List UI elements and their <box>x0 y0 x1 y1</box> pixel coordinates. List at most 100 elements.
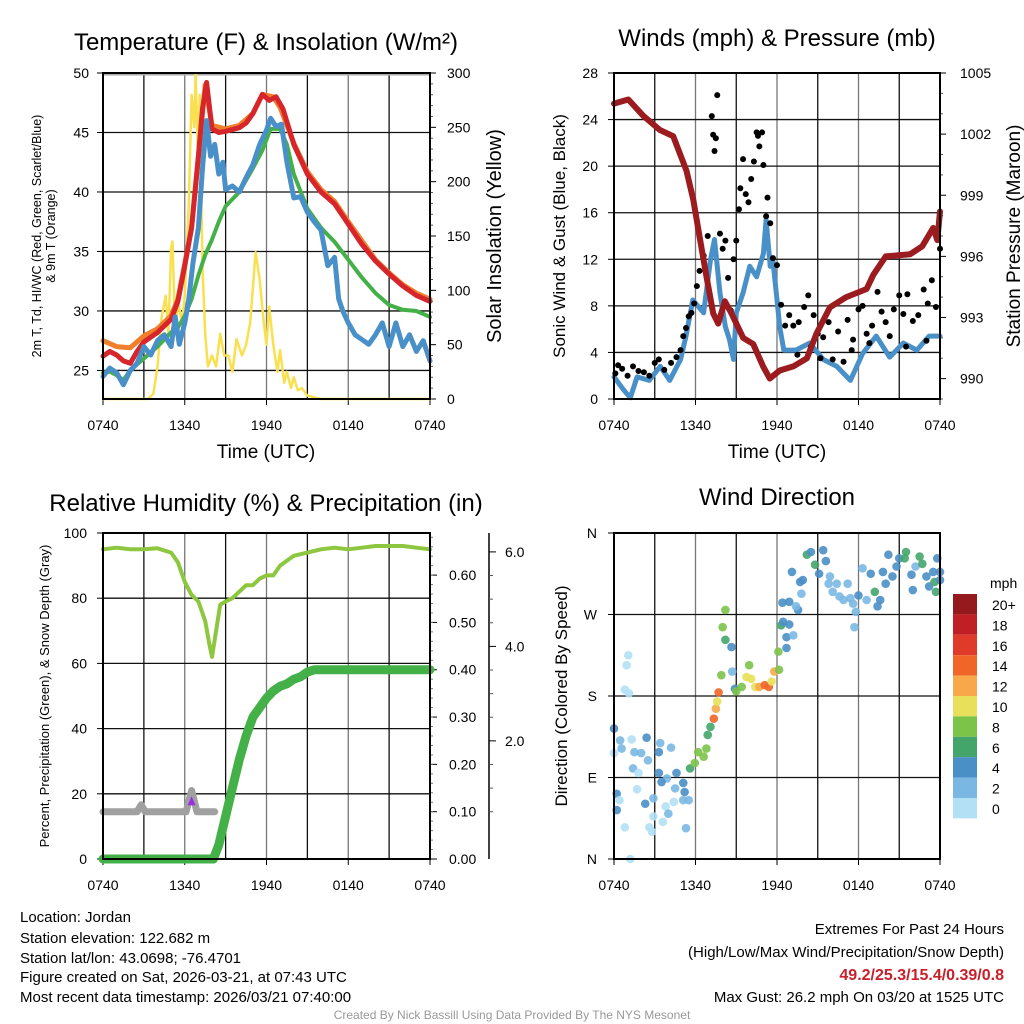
gust-point <box>923 337 930 344</box>
sonic-wind-line <box>611 217 943 401</box>
x-tick-label: 1940 <box>251 877 282 893</box>
gust-point <box>855 306 862 313</box>
series-line-hi-wc <box>100 115 433 388</box>
gust-point <box>711 148 718 155</box>
wind-direction-point <box>649 794 658 803</box>
legend-label: 2 <box>992 781 1000 797</box>
wind-direction-title: Wind Direction <box>699 484 855 511</box>
gust-point <box>708 113 715 120</box>
plot-border <box>102 532 431 860</box>
wind-direction-point <box>778 598 787 608</box>
wind-direction-point <box>622 660 631 670</box>
y2-tick-label: 300 <box>447 65 471 81</box>
temperature-plot: 0740 1340 1940 0140 0740 25 30 35 40 45 50 0 50 100 15… <box>73 65 470 433</box>
wind-direction-point <box>839 595 848 605</box>
wind-direction-point <box>900 554 909 563</box>
snow-depth-line <box>99 787 219 816</box>
plot-border <box>613 72 941 400</box>
wind-direction-point <box>615 736 625 745</box>
wind-direction-point <box>657 777 666 787</box>
gust-point <box>735 206 742 213</box>
wind-direction-point <box>797 589 806 598</box>
wind-direction-point <box>727 642 736 652</box>
gust-point <box>778 301 785 308</box>
gust-point <box>928 277 935 284</box>
gust-point <box>795 319 802 326</box>
wind-direction-point <box>647 827 657 837</box>
x-tick-label: 0740 <box>414 417 445 433</box>
wind-direction-point <box>931 587 941 597</box>
wind-direction-point <box>672 768 681 778</box>
insolation-ylabel: Solar Insolation (Yellow) <box>484 129 506 343</box>
x-tick-label: 1940 <box>761 877 792 893</box>
legend-label: 16 <box>992 638 1008 654</box>
x-tick-label: 1340 <box>680 877 711 893</box>
gust-point <box>825 319 832 326</box>
precip-tick-label: 0.40 <box>449 662 476 678</box>
gust-point <box>740 156 747 163</box>
wind-direction-point <box>818 545 828 555</box>
x-tick-label: 1940 <box>761 417 792 433</box>
gust-point <box>763 213 770 220</box>
gust-point <box>673 354 680 361</box>
gust-point <box>630 363 637 370</box>
snow-tick-label: 6.0 <box>505 544 525 560</box>
wind-direction-point <box>784 597 794 607</box>
wind-direction-point <box>712 697 722 706</box>
y-tick-label: 28 <box>582 65 598 81</box>
gust-point <box>896 292 903 299</box>
x-tick-label: 1340 <box>169 417 200 433</box>
wind-direction-point <box>670 784 680 793</box>
x-tick-label: 1340 <box>169 877 200 893</box>
wind-direction-point <box>703 730 713 740</box>
humidity-ylabel: Percent, Precipitation (Green), & Snow D… <box>37 545 52 848</box>
wind-direction-point <box>643 755 653 765</box>
footer: Location: Jordan Station elevation: 122.… <box>20 909 1004 1022</box>
temperature-ylabel-line1: 2m T, Td, HI/WC (Red, Green, Scarlet/Blu… <box>30 115 44 358</box>
max-gust: Max Gust: 26.2 mph On 03/20 at 1525 UTC <box>714 989 1004 1006</box>
wind-direction-point <box>620 823 630 832</box>
y-tick-label: 4 <box>590 344 598 360</box>
footer-location: Location: Jordan <box>20 909 131 926</box>
wind-direction-point <box>727 667 737 676</box>
gust-point <box>878 308 885 315</box>
wind-direction-point <box>717 670 726 680</box>
legend-label: 8 <box>992 719 1000 735</box>
y2-tick-label: 200 <box>447 174 471 190</box>
legend-swatch <box>953 777 977 798</box>
legend-swatch <box>953 798 977 819</box>
extremes-title: Extremes For Past 24 Hours <box>815 921 1004 938</box>
gust-point <box>900 311 907 318</box>
precip-tick-label: 0.60 <box>449 567 476 583</box>
legend-swatch <box>953 696 977 717</box>
x-tick-label: 0140 <box>333 417 364 433</box>
wind-direction-point <box>782 632 791 642</box>
legend-title: mph <box>990 575 1017 591</box>
gust-point <box>786 312 793 319</box>
y-tick-label: 30 <box>73 303 89 319</box>
legend-label: 10 <box>992 699 1008 715</box>
wind-direction-point <box>850 622 859 632</box>
gust-point <box>850 336 857 343</box>
wind-direction-point <box>654 768 664 778</box>
gust-point <box>688 309 695 316</box>
gust-point <box>677 347 684 354</box>
extremes-fields: (High/Low/Max Wind/Precipitation/Snow De… <box>688 944 1004 961</box>
legend-swatch <box>953 634 977 656</box>
y-tick-label: 50 <box>73 65 89 81</box>
precip-tick-label: 0.10 <box>449 804 476 820</box>
legend-label: 0 <box>992 801 1000 817</box>
wind-direction-point <box>684 795 694 805</box>
credit: Created By Nick Bassill Using Data Provi… <box>334 1008 691 1022</box>
wind-direction-point <box>678 778 688 788</box>
y-tick-label: 45 <box>73 124 89 140</box>
winds-plot: 0740 1340 1940 0140 074004812162024289909939… <box>582 65 991 433</box>
speed-legend: 20+ 18 16 14 12 10 8 6 4 2 0 <box>953 594 1016 819</box>
gust-point <box>754 132 761 139</box>
series-line-solar-insolation <box>101 71 432 401</box>
legend-swatch <box>953 594 977 615</box>
x-tick-label: 0740 <box>414 877 445 893</box>
y-tick-label: 0 <box>79 851 87 867</box>
gust-point <box>722 237 729 244</box>
